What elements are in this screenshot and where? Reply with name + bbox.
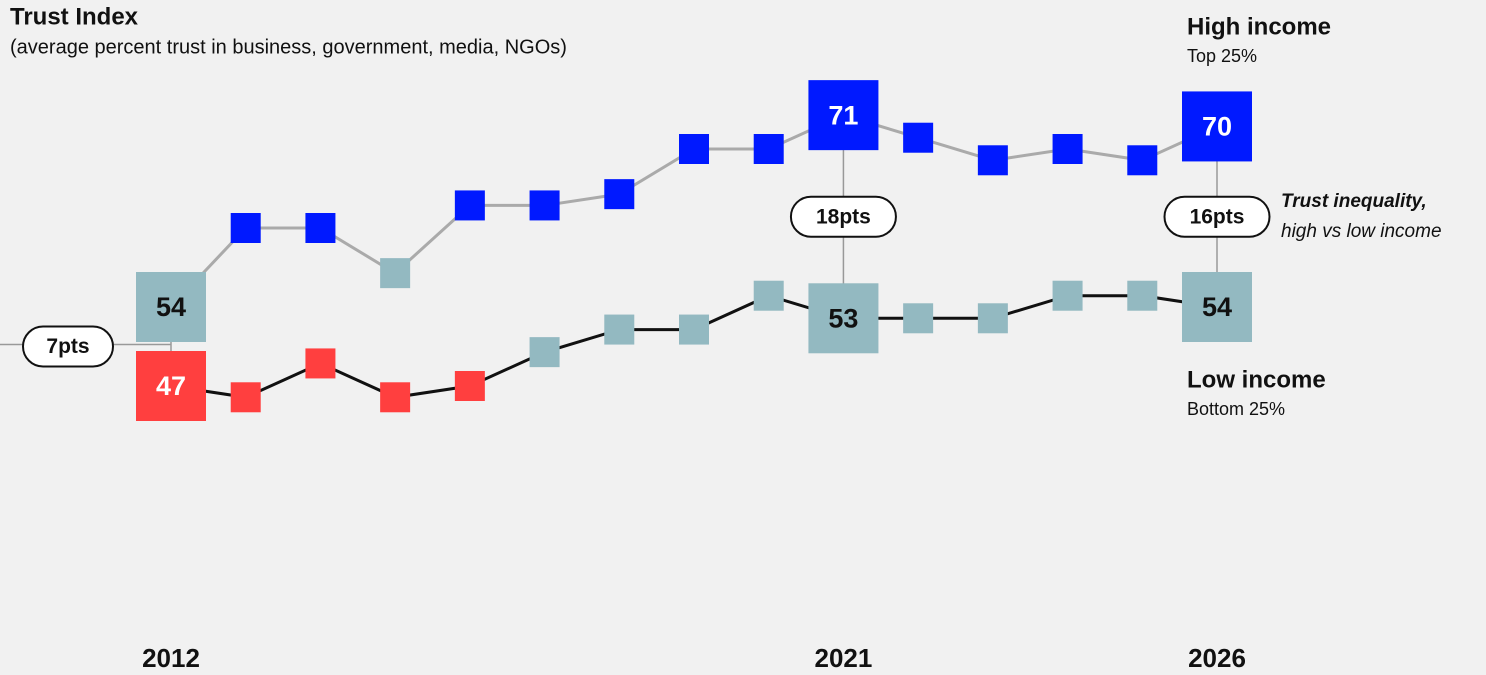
point: [977, 145, 1008, 176]
point: [1127, 280, 1158, 311]
point: [305, 348, 336, 379]
point: [1127, 145, 1158, 176]
point: [1182, 272, 1252, 342]
point: [136, 351, 206, 421]
point: [380, 382, 411, 413]
value-label: 54: [156, 292, 186, 322]
gap-label: 18pts: [816, 205, 871, 228]
value-label: 54: [1202, 292, 1232, 322]
series-label: Low income: [1187, 366, 1326, 393]
point: [230, 213, 261, 243]
gap-pill: [789, 195, 897, 238]
value-label: 70: [1202, 112, 1232, 142]
x-tick-label: 2021: [815, 643, 873, 673]
point: [529, 190, 560, 221]
gap-pill: [1163, 195, 1271, 238]
point: [1052, 134, 1083, 164]
gap-label: 16pts: [1190, 205, 1245, 228]
point: [529, 337, 560, 368]
point: [1052, 280, 1083, 311]
point: [753, 134, 784, 164]
note: Trust inequality,: [1281, 191, 1427, 212]
gap-label: 7pts: [46, 335, 89, 358]
note: high vs low income: [1281, 221, 1442, 242]
point: [808, 80, 879, 151]
point: [454, 190, 485, 221]
point: [977, 303, 1008, 334]
point: [753, 280, 784, 311]
point: [808, 283, 879, 354]
chart-title: Trust Index: [10, 3, 139, 30]
value-label: 47: [156, 371, 186, 401]
point: [604, 179, 635, 210]
value-label: 71: [828, 100, 858, 130]
point: [230, 382, 261, 413]
point: [604, 314, 635, 345]
chart-subtitle: (average percent trust in business, gove…: [10, 36, 567, 58]
series-label: High income: [1187, 13, 1331, 40]
point: [903, 303, 934, 334]
point: [1182, 91, 1252, 162]
gap-pill: [22, 325, 114, 368]
point: [679, 134, 709, 164]
series-description: Top 25%: [1187, 46, 1257, 66]
x-tick-label: 2012: [142, 643, 200, 673]
point: [305, 213, 336, 243]
point: [380, 258, 411, 289]
value-label: 53: [828, 303, 858, 333]
point: [136, 272, 206, 342]
x-tick-label: 2026: [1188, 643, 1246, 673]
series-description: Bottom 25%: [1187, 399, 1285, 419]
point: [454, 371, 485, 401]
point: [903, 122, 934, 153]
point: [679, 314, 709, 345]
